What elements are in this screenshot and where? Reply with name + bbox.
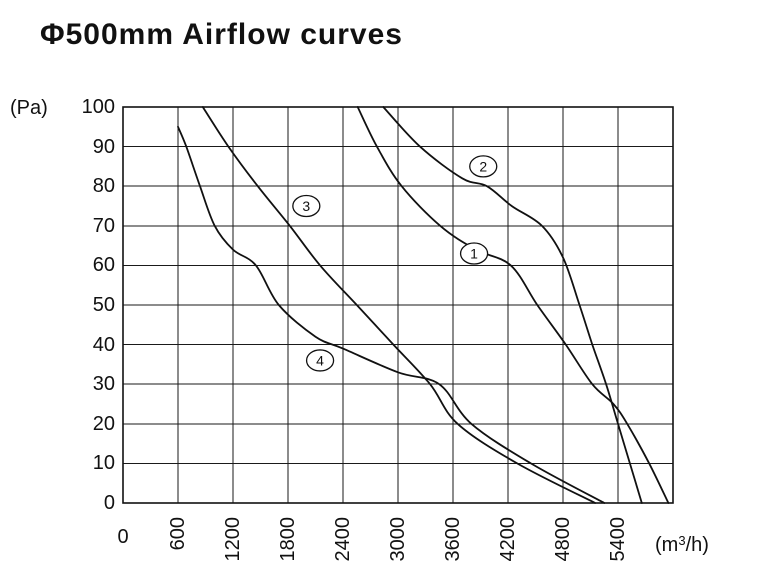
- x-tick-label: 2400: [332, 517, 354, 562]
- curve-4-label-number: 4: [316, 352, 324, 368]
- curve-1: [356, 106, 670, 504]
- x-axis-unit-label: (m3/h): [655, 533, 709, 557]
- x-axis-unit-suffix: /h): [685, 534, 709, 556]
- x-tick-label: 0: [117, 526, 129, 548]
- y-tick-label: 70: [92, 214, 115, 237]
- curve-4: [177, 125, 606, 504]
- y-tick-label: 0: [103, 492, 115, 514]
- grid-lines: [122, 106, 674, 504]
- y-tick-label: 30: [92, 373, 115, 396]
- y-tick-label: 40: [92, 333, 115, 356]
- x-tick-label: 3000: [387, 517, 409, 562]
- curve-1-label: 1: [459, 242, 489, 265]
- curve-3-label-number: 3: [302, 198, 310, 214]
- x-axis-unit-superscript: 3: [678, 533, 686, 548]
- curves: [177, 106, 670, 504]
- airflow-chart: 1 2 3 4: [122, 106, 674, 504]
- y-tick-label: 80: [92, 175, 115, 198]
- x-tick-label: 3600: [442, 517, 464, 562]
- x-tick-label: 4800: [552, 517, 574, 562]
- y-tick-label: 20: [92, 412, 115, 435]
- y-tick-label: 50: [92, 294, 115, 316]
- y-tick-label: 90: [92, 135, 115, 158]
- curve-4-label-circle: [305, 349, 335, 372]
- x-tick-label: 4200: [497, 517, 519, 562]
- curve-4-label: 4: [305, 349, 335, 372]
- x-tick-label: 1200: [222, 517, 244, 562]
- y-tick-label: 100: [81, 96, 115, 118]
- curve-2-label-circle: [469, 155, 498, 178]
- curve-3-label: 3: [292, 194, 321, 218]
- x-tick-label: 5400: [607, 517, 629, 562]
- curve-1-label-number: 1: [470, 246, 478, 262]
- curve-3-label-circle: [292, 194, 321, 218]
- y-tick-label: 10: [92, 452, 115, 475]
- x-tick-label: 600: [167, 517, 189, 551]
- curve-1-label-circle: [459, 242, 489, 265]
- curve-2-label-number: 2: [479, 158, 487, 174]
- curve-2: [382, 106, 643, 504]
- page-title: Φ500mm Airflow curves: [40, 18, 403, 51]
- x-axis-unit-prefix: (m: [655, 534, 679, 556]
- x-tick-label: 1800: [277, 517, 299, 562]
- curve-2-label: 2: [469, 155, 498, 178]
- y-axis-unit-label: (Pa): [10, 97, 48, 119]
- curve-3: [201, 106, 596, 504]
- plot-border: [122, 106, 674, 504]
- y-tick-label: 60: [92, 254, 115, 277]
